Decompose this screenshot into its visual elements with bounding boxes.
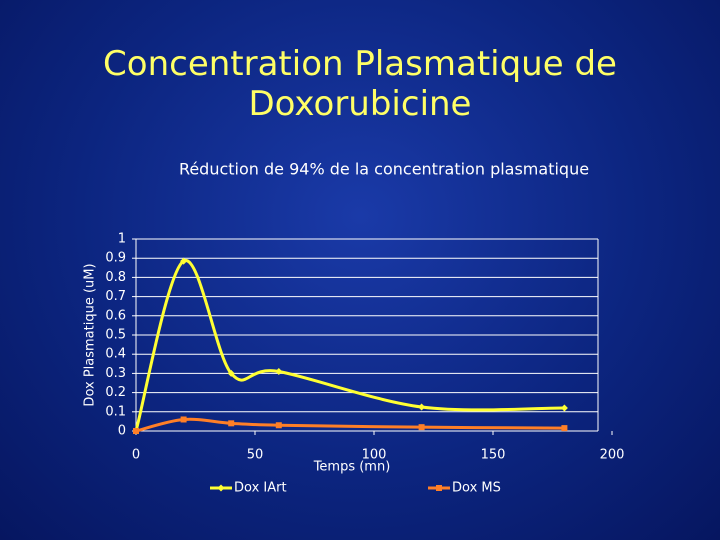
y-tick-label: 0 — [118, 424, 126, 439]
series-line — [134, 259, 565, 432]
marker — [418, 403, 426, 411]
legend-label: Dox MS — [452, 481, 501, 496]
x-tick-label: 200 — [600, 448, 625, 463]
legend-marker — [217, 484, 225, 492]
y-tick-label: 0.6 — [105, 308, 126, 323]
y-axis-label: Dox Plasmatique (uM) — [83, 263, 98, 406]
marker — [180, 416, 187, 423]
y-tick-label: 0.8 — [105, 270, 126, 285]
marker — [228, 420, 235, 427]
y-tick-label: 0.4 — [105, 347, 126, 362]
x-tick-label: 50 — [247, 448, 264, 463]
y-tick-label: 0.5 — [105, 328, 126, 343]
marker — [227, 369, 235, 377]
chart-subtitle: Réduction de 94% de la concentration pla… — [179, 160, 589, 179]
marker — [560, 404, 568, 412]
chart-title: Concentration Plasmatique de Doxorubicin… — [103, 44, 617, 124]
marker — [275, 367, 283, 375]
y-tick-label: 0.9 — [105, 251, 126, 266]
series-line — [135, 417, 565, 433]
y-tick-label: 1 — [118, 232, 126, 247]
marker — [275, 422, 282, 429]
x-axis-label: Temps (mn) — [313, 460, 391, 475]
x-tick-label: 100 — [362, 448, 387, 463]
x-tick-label: 0 — [132, 448, 140, 463]
marker — [561, 425, 568, 432]
y-tick-label: 0.2 — [105, 385, 126, 400]
marker — [180, 257, 188, 265]
legend-marker — [436, 485, 442, 491]
marker — [133, 428, 139, 434]
y-tick-label: 0.7 — [105, 289, 126, 304]
y-tick-label: 0.3 — [105, 366, 126, 381]
legend-label: Dox IArt — [234, 481, 287, 496]
x-tick-label: 150 — [481, 448, 506, 463]
y-tick-label: 0.1 — [105, 404, 126, 419]
marker — [418, 424, 425, 431]
